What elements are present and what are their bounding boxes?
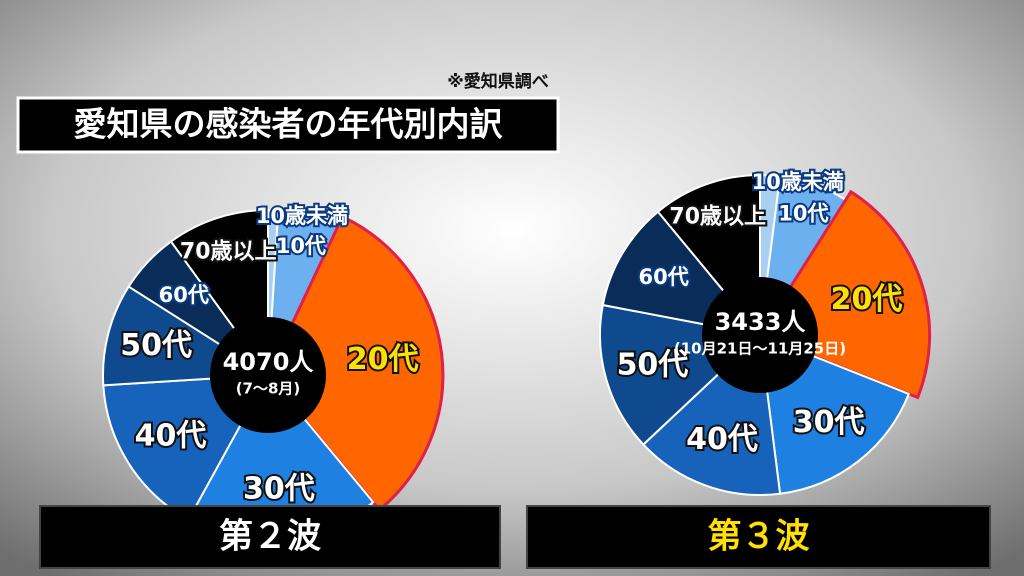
slice-label: 50代 — [617, 348, 689, 383]
title-box — [16, 96, 560, 154]
charts: 10歳未満 10代 20代 30代 40代 50代 60代 70歳以上 4070人 (7～8月) 第… — [39, 168, 991, 569]
slice-label: 70歳以上 — [180, 240, 277, 265]
slice-label: 40代 — [135, 418, 207, 453]
note: ※愛知県調べ — [447, 71, 549, 92]
period-label: (7～8月) — [236, 380, 301, 398]
total-label: 3433人 — [715, 308, 806, 336]
slice-label: 20代 — [347, 342, 419, 377]
slice-label: 60代 — [159, 283, 209, 307]
center-hole — [210, 317, 326, 433]
slice-label: 40代 — [686, 422, 758, 457]
slice-label: 10代 — [276, 234, 326, 258]
slice-label: 20代 — [831, 282, 903, 317]
period-label: (10月21日～11月25日) — [674, 340, 846, 358]
wave-label: 第３波 — [708, 517, 810, 557]
slice-label: 30代 — [243, 471, 315, 506]
slice-label: 50代 — [120, 328, 192, 363]
slice-label: 10代 — [778, 202, 828, 226]
center-hole — [702, 277, 818, 393]
slice-label: 60代 — [638, 265, 688, 289]
slice-label: 30代 — [793, 405, 865, 440]
slice-label: 10歳未満 — [752, 170, 844, 194]
total-label: 4070人 — [223, 348, 314, 376]
title: 愛知県の感染者の年代別内訳 — [74, 105, 504, 144]
pie-slice — [266, 214, 445, 512]
wave-label: 第２波 — [219, 517, 321, 557]
wave-box — [526, 505, 991, 569]
slice-label: 10歳未満 — [256, 204, 348, 228]
wave-box — [39, 505, 501, 569]
slice-label: 70歳以上 — [669, 205, 766, 230]
